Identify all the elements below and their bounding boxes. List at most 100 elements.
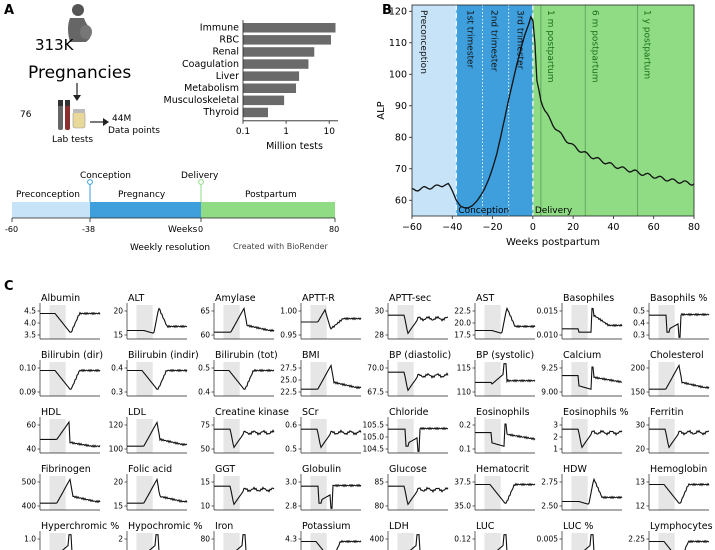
- mini-y-tick-label: 67.5: [367, 388, 384, 397]
- mini-chart: HDW 2.75 2.50: [541, 464, 623, 511]
- mini-y-tick-label: 75: [200, 421, 210, 430]
- mini-pregnancy-shade: [571, 305, 588, 339]
- alp-y-tick-label: 100: [389, 70, 407, 81]
- mini-y-tick-label: 0.015: [537, 307, 559, 316]
- mini-y-tick-label: 3: [553, 421, 558, 430]
- mini-pregnancy-shade: [484, 476, 501, 510]
- conception-marker: [87, 179, 93, 185]
- mini-y-tick-label: 0.2: [459, 421, 471, 430]
- mini-chart-title: SCr: [302, 407, 319, 418]
- bar-category-label: Coagulation: [182, 59, 239, 70]
- mini-pregnancy-shade: [136, 533, 153, 550]
- timeline-preconception-label: Preconception: [16, 190, 80, 200]
- mini-chart-title: Hematocrit: [476, 464, 529, 475]
- alp-x-tick-label: −60: [402, 222, 422, 233]
- mini-series-line: [475, 423, 536, 448]
- mini-series-line: [301, 308, 362, 330]
- mini-chart: Lymphocytes 2.25: [628, 521, 713, 550]
- mini-chart: AST 22.5 20.0 17.5: [454, 293, 536, 340]
- mini-y-tick-label: 100: [109, 445, 124, 454]
- mini-pregnancy-shade: [658, 533, 675, 550]
- mini-chart-title: BP (diastolic): [389, 350, 451, 361]
- timeline-resolution-label: Weekly resolution: [130, 243, 210, 253]
- bar-x-tick-label: 0.1: [236, 127, 250, 137]
- mini-y-tick-label: 0.4: [633, 319, 645, 328]
- alp-x-tick-label: 80: [688, 222, 700, 233]
- bar: [243, 35, 331, 45]
- mini-y-tick-label: 2: [553, 433, 558, 442]
- panel-c-label: C: [4, 279, 14, 294]
- mini-series-line: [562, 307, 623, 333]
- alp-region-label: 1 m postpartum: [545, 10, 555, 83]
- mini-y-tick-label: 0.005: [537, 535, 559, 544]
- alp-y-axis-label: ALP: [376, 101, 387, 119]
- mini-chart-title: Potassium: [302, 521, 351, 532]
- mini-y-tick-label: 60: [26, 421, 36, 430]
- timeline-axis-label: Weeks: [168, 225, 198, 235]
- timeline-tick: 80: [329, 225, 339, 234]
- mini-chart-title: BMI: [302, 350, 320, 361]
- mini-chart-title: LUC %: [563, 521, 593, 532]
- mini-y-tick-label: 25.0: [280, 376, 297, 385]
- mini-y-tick-label: 105.5: [363, 421, 385, 430]
- panel-b-label: B: [382, 3, 392, 18]
- mini-y-tick-label: 37.5: [454, 478, 471, 487]
- mini-chart: APTT-sec 30 28: [374, 293, 449, 340]
- mini-y-tick-label: 1: [553, 445, 558, 454]
- mini-y-tick-label: 150: [631, 388, 646, 397]
- mini-pregnancy-shade: [484, 533, 501, 550]
- mini-y-tick-label: 400: [22, 502, 37, 511]
- mini-series-line: [148, 534, 186, 550]
- num-tests: 76: [20, 110, 32, 120]
- mini-chart: LDH 400: [370, 521, 446, 550]
- mini-chart: Globulin 3.0 2.8: [285, 464, 362, 511]
- arrow-right-icon: [90, 118, 109, 126]
- mini-series-line: [214, 368, 275, 390]
- alp-y-tick-label: 80: [395, 133, 407, 144]
- mini-series-line: [127, 368, 188, 390]
- mini-y-tick-label: 0.3: [111, 388, 123, 397]
- mini-y-tick-label: 35.0: [454, 502, 471, 511]
- mini-y-tick-label: 4.0: [24, 319, 36, 328]
- mini-chart-title: Fibrinogen: [41, 464, 91, 475]
- alp-x-tick-label: 60: [648, 222, 660, 233]
- mini-y-tick-label: 0.09: [19, 388, 36, 397]
- timeline: Conception Delivery Preconception Pregna…: [5, 171, 339, 253]
- mini-chart: APTT-R 1.00 0.95: [280, 293, 362, 340]
- timeline-tick: 0: [198, 225, 203, 234]
- mini-series-line: [301, 483, 362, 509]
- mini-chart: Chloride 105.5 105.0 104.5: [363, 407, 448, 454]
- alp-region-label: 3rd trimester: [515, 10, 525, 70]
- mini-y-tick-label: 30: [635, 421, 645, 430]
- alp-frame: [411, 4, 695, 217]
- mini-y-tick-label: 115: [457, 364, 472, 373]
- mini-series-line: [562, 366, 623, 391]
- alp-x-axis-label: Weeks postpartum: [506, 237, 600, 248]
- mini-y-tick-label: 20: [113, 478, 123, 487]
- mini-y-tick-label: 22.5: [454, 307, 471, 316]
- mini-chart: LDL 120 100: [109, 407, 188, 454]
- mini-chart: Bilirubin (indir) 0.4 0.3: [111, 350, 199, 397]
- mini-y-tick-label: 40: [26, 445, 36, 454]
- mini-y-tick-label: 15: [113, 502, 123, 511]
- alp-y-tick-label: 70: [395, 164, 407, 175]
- bar-category-label: Musculoskeletal: [164, 95, 240, 106]
- mini-chart: Calcium 9.25 9.00: [541, 350, 623, 397]
- alp-region-label: 1 y postpartum: [642, 10, 652, 79]
- data-points-value: 44M: [112, 114, 131, 124]
- mini-y-tick-label: 20: [635, 445, 645, 454]
- mini-y-tick-label: 2.75: [541, 478, 558, 487]
- mini-chart: LUC 0.12: [454, 521, 535, 550]
- bar-x-tick-label: 10: [323, 127, 335, 137]
- mini-series-line: [649, 539, 710, 550]
- bar-category-label: Renal: [212, 47, 239, 58]
- mini-y-tick-label: 3.5: [24, 331, 36, 340]
- mini-y-tick-label: 17.5: [454, 331, 471, 340]
- timeline-postpartum-label: Postpartum: [245, 190, 297, 200]
- mini-series-line: [388, 426, 448, 452]
- mini-pregnancy-shade: [136, 362, 153, 396]
- pregnancy-count-word: Pregnancies: [28, 63, 131, 83]
- alp-y-tick-label: 120: [389, 7, 407, 18]
- mini-chart-title: AST: [476, 293, 495, 304]
- bar-x-axis-label: Million tests: [266, 141, 323, 152]
